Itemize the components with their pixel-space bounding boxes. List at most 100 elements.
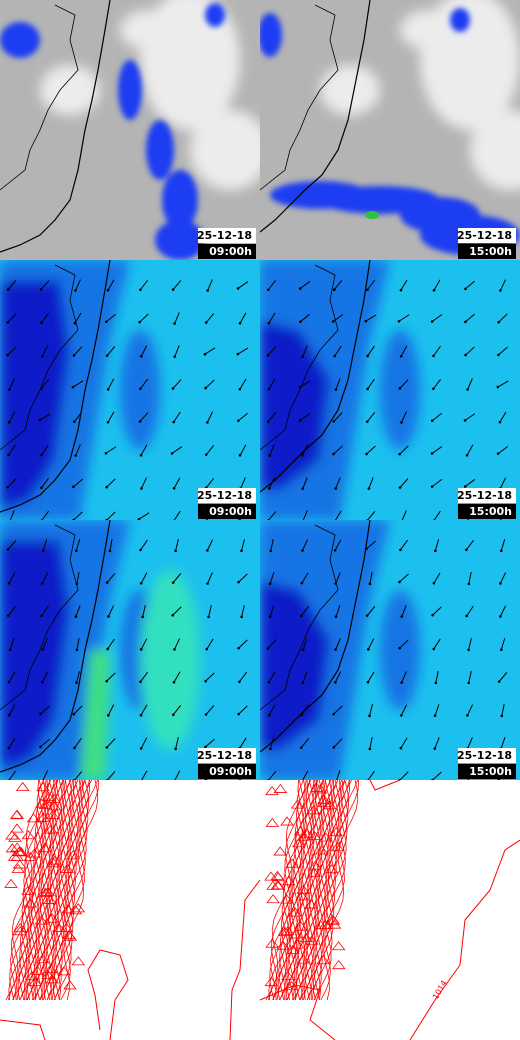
wind-arrow-head [173, 355, 177, 358]
isobar [41, 969, 55, 980]
isobar [265, 780, 307, 1001]
wind-arrow-head [138, 320, 141, 324]
wind-arrow [365, 314, 377, 322]
wind-arrow-head [430, 452, 434, 455]
wind-arrow-head [432, 519, 435, 520]
isobar [10, 851, 25, 861]
wind-arrow-head [331, 320, 335, 323]
isobar [44, 964, 58, 974]
wind-arrow [42, 539, 48, 551]
isobar [42, 791, 56, 801]
wind-arrow [106, 313, 116, 323]
wind-arrow [9, 510, 15, 520]
isobar [271, 780, 306, 1001]
wind-arrow [268, 312, 276, 324]
wind-arrow [74, 737, 82, 749]
wind-arrow [175, 539, 179, 551]
wind-arrow-head [334, 681, 337, 684]
isobar [8, 832, 22, 842]
isobar [318, 832, 333, 842]
precip [118, 60, 142, 120]
wind-arrow [500, 737, 506, 749]
wind-arrow [41, 572, 49, 584]
time-label: 15:00h [469, 245, 512, 258]
isobar [13, 923, 28, 933]
wind-arrow-head [74, 549, 78, 553]
isobar [35, 954, 50, 964]
isobar [266, 894, 280, 904]
field-mid [380, 590, 420, 710]
wind-arrow-head [7, 713, 11, 717]
wind-arrow [367, 345, 375, 357]
wind-arrow-head [240, 615, 243, 619]
isobar [326, 914, 340, 924]
isobar [19, 780, 54, 1001]
isobar [59, 922, 74, 932]
wind-arrow-head [366, 519, 369, 520]
isobar [63, 931, 78, 941]
precip [162, 170, 198, 230]
wind-arrow [41, 671, 49, 683]
wind-arrow [106, 346, 116, 356]
wind-arrow [8, 572, 16, 584]
isobar [41, 886, 55, 896]
wind-arrow-head [498, 420, 502, 424]
isobar [316, 955, 331, 965]
isobar [68, 905, 83, 915]
wind-arrow [466, 444, 474, 456]
wind-arrow-head [364, 319, 368, 323]
wind-arrow-head [204, 321, 208, 324]
wind-arrow-head [204, 679, 207, 683]
isobar [285, 858, 299, 868]
coastline [260, 260, 371, 493]
time-label: 09:00h [209, 765, 252, 778]
wind-arrow-head [368, 747, 372, 751]
isobar [53, 780, 91, 1001]
coastline [0, 260, 111, 513]
wind-arrow [302, 770, 309, 780]
map-panel: 25-12-18 09:00h [0, 520, 260, 780]
date-box [198, 228, 256, 243]
wind-arrow-head [171, 288, 175, 291]
isobar [313, 920, 328, 930]
isobar [264, 977, 279, 987]
isobar [286, 944, 300, 954]
wind-arrow [140, 737, 148, 749]
wind-arrow [497, 446, 509, 454]
isobar [310, 782, 324, 792]
isobar [294, 921, 308, 931]
isobar [291, 939, 305, 949]
wind-arrow [302, 510, 308, 520]
wind-arrow [41, 312, 49, 324]
wind-arrow [239, 378, 247, 390]
isobar [317, 798, 332, 808]
wind-arrow [367, 511, 376, 520]
isobar [281, 876, 296, 886]
wind-arrow [499, 605, 507, 617]
isobar [56, 966, 71, 976]
wind-arrow-head [334, 487, 337, 490]
isobar [306, 780, 351, 1001]
wind-arrow-head [398, 646, 402, 650]
wind-arrow [40, 378, 50, 390]
wind-arrow [267, 639, 277, 649]
wind-arrow-head [464, 353, 467, 357]
wind-arrow [75, 444, 81, 456]
wind-arrow [73, 346, 83, 356]
border [260, 4, 339, 191]
wind-arrow-head [301, 487, 305, 490]
wind-arrow [269, 605, 275, 617]
wind-arrow-head [365, 452, 368, 456]
wind-arrow-head [466, 388, 469, 391]
wind-arrow [174, 638, 180, 650]
field-mid [380, 330, 420, 450]
map-panel: 25-12-18 09:00h [0, 0, 260, 260]
isobar [0, 879, 261, 1040]
wind-arrow-head [298, 287, 302, 290]
isobar [279, 780, 324, 1001]
wind-arrow-head [40, 681, 44, 684]
time-box [458, 504, 516, 519]
isobar [280, 816, 294, 826]
wind-arrow-head [238, 779, 241, 780]
wind-arrow [205, 672, 215, 682]
